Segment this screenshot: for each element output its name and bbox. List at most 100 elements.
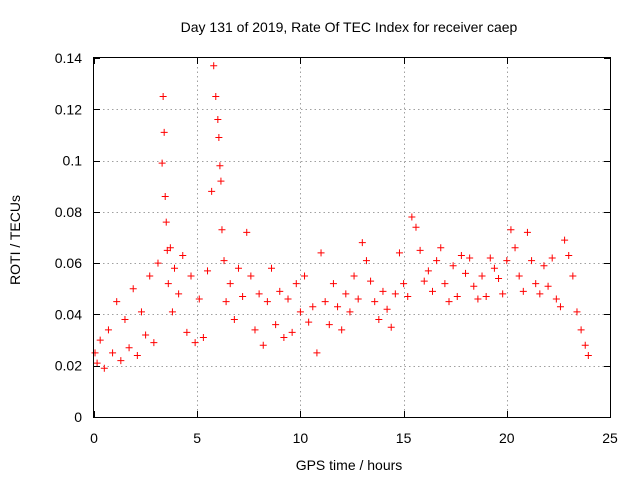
data-point bbox=[371, 298, 379, 306]
data-point bbox=[168, 308, 176, 316]
data-point bbox=[367, 277, 375, 285]
data-point bbox=[292, 280, 300, 288]
y-tick-label: 0.06 bbox=[55, 255, 82, 271]
data-point bbox=[548, 254, 556, 262]
data-point bbox=[329, 280, 337, 288]
data-point bbox=[470, 282, 478, 290]
data-point bbox=[325, 321, 333, 329]
data-point bbox=[515, 272, 523, 280]
data-point bbox=[387, 323, 395, 331]
plot-frame bbox=[93, 57, 611, 418]
data-point bbox=[301, 272, 309, 280]
data-point bbox=[420, 277, 428, 285]
data-point bbox=[276, 287, 284, 295]
data-point bbox=[129, 285, 137, 293]
data-point bbox=[400, 280, 408, 288]
data-point bbox=[154, 259, 162, 267]
data-point bbox=[532, 280, 540, 288]
data-point bbox=[561, 236, 569, 244]
data-point bbox=[216, 162, 224, 170]
data-point bbox=[338, 326, 346, 334]
data-point bbox=[187, 272, 195, 280]
data-point bbox=[239, 292, 247, 300]
data-point bbox=[474, 295, 482, 303]
data-point bbox=[280, 334, 288, 342]
x-axis-label: GPS time / hours bbox=[296, 457, 403, 473]
data-point bbox=[379, 287, 387, 295]
data-point bbox=[569, 272, 577, 280]
data-point bbox=[159, 92, 167, 100]
data-points-layer bbox=[91, 62, 592, 372]
data-point bbox=[210, 62, 218, 70]
data-point bbox=[577, 326, 585, 334]
data-point bbox=[199, 334, 207, 342]
data-point bbox=[321, 298, 329, 306]
data-point bbox=[354, 295, 362, 303]
data-point bbox=[309, 303, 317, 311]
x-tick-label: 0 bbox=[90, 430, 98, 446]
x-tick-label: 20 bbox=[499, 430, 515, 446]
data-point bbox=[204, 267, 212, 275]
data-point bbox=[218, 226, 226, 234]
data-point bbox=[195, 295, 203, 303]
data-point bbox=[486, 254, 494, 262]
data-point bbox=[313, 349, 321, 357]
data-point bbox=[247, 272, 255, 280]
data-point bbox=[584, 351, 592, 359]
data-point bbox=[499, 290, 507, 298]
data-point bbox=[150, 339, 158, 347]
grid-layer bbox=[94, 58, 610, 417]
data-point bbox=[161, 192, 169, 200]
data-point bbox=[284, 295, 292, 303]
data-point bbox=[222, 298, 230, 306]
data-point bbox=[445, 298, 453, 306]
data-point bbox=[272, 321, 280, 329]
data-point bbox=[142, 331, 150, 339]
data-point bbox=[358, 239, 366, 247]
data-point bbox=[263, 298, 271, 306]
data-point bbox=[350, 272, 358, 280]
data-point bbox=[208, 187, 216, 195]
data-point bbox=[226, 280, 234, 288]
x-tick-label: 10 bbox=[293, 430, 309, 446]
data-point bbox=[495, 275, 503, 283]
y-tick-label: 0.1 bbox=[63, 153, 83, 169]
data-point bbox=[490, 264, 498, 272]
data-point bbox=[362, 257, 370, 265]
y-tick-label: 0.04 bbox=[55, 306, 82, 322]
data-point bbox=[109, 349, 117, 357]
data-point bbox=[478, 272, 486, 280]
data-point bbox=[412, 223, 420, 231]
data-point bbox=[117, 357, 125, 365]
data-point bbox=[573, 308, 581, 316]
data-point bbox=[164, 280, 172, 288]
data-point bbox=[162, 218, 170, 226]
data-point bbox=[552, 295, 560, 303]
data-point bbox=[441, 280, 449, 288]
data-point bbox=[457, 251, 465, 259]
data-point bbox=[170, 264, 178, 272]
data-point bbox=[133, 351, 141, 359]
data-point bbox=[217, 177, 225, 185]
data-point bbox=[416, 246, 424, 254]
data-point bbox=[212, 92, 220, 100]
chart-title: Day 131 of 2019, Rate Of TEC Index for r… bbox=[181, 19, 518, 35]
data-point bbox=[375, 316, 383, 324]
data-point bbox=[482, 292, 490, 300]
data-point bbox=[91, 349, 99, 357]
data-point bbox=[424, 267, 432, 275]
data-point bbox=[268, 264, 276, 272]
data-point bbox=[383, 305, 391, 313]
data-point bbox=[288, 328, 296, 336]
data-point bbox=[160, 128, 168, 136]
data-point bbox=[449, 262, 457, 270]
data-point bbox=[251, 326, 259, 334]
y-axis-label: ROTI / TECUs bbox=[7, 195, 23, 285]
y-tick-label: 0.08 bbox=[55, 204, 82, 220]
data-point bbox=[404, 292, 412, 300]
data-point bbox=[214, 116, 222, 124]
data-point bbox=[507, 226, 515, 234]
data-point bbox=[453, 292, 461, 300]
data-point bbox=[296, 308, 304, 316]
